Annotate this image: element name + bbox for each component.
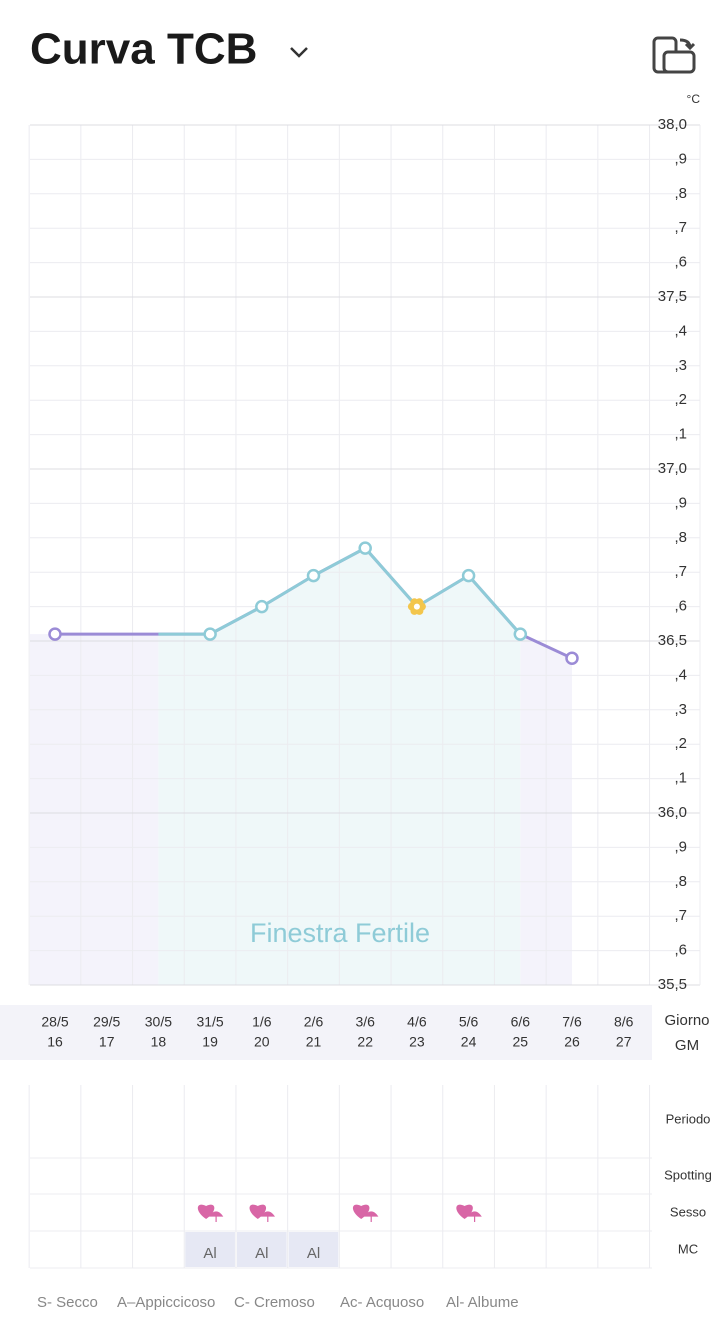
page-title: Curva TCB: [30, 25, 257, 74]
cycle-day-label: 17: [99, 1034, 115, 1050]
y-tick-label: 37,0: [658, 460, 687, 477]
mc-cell: [185, 1232, 235, 1267]
mc-cell: [236, 1232, 287, 1267]
data-point: [48, 627, 62, 641]
cycle-day-label: 19: [202, 1034, 218, 1050]
y-tick-label: ,8: [674, 185, 687, 202]
flower-center: [413, 603, 420, 610]
x-row-label: GM: [675, 1037, 699, 1054]
y-tick-label: 36,0: [658, 804, 687, 821]
cycle-day-label: 21: [306, 1034, 322, 1050]
data-point: [461, 568, 476, 583]
heart: [197, 1204, 215, 1219]
area-fill: [30, 634, 159, 985]
cycle-day-label: 18: [151, 1034, 167, 1050]
legend-item: Ac- Acquoso: [340, 1294, 424, 1311]
sesso-icon: [249, 1204, 276, 1222]
x-label-band: [0, 1005, 652, 1060]
y-tick-label: ,2: [674, 391, 687, 408]
data-point: [203, 627, 217, 641]
sesso-icon: [456, 1204, 482, 1222]
data-point: [306, 568, 321, 583]
cycle-day-label: 24: [461, 1034, 477, 1050]
cycle-day-label: 25: [513, 1034, 529, 1050]
mc-cell: [288, 1232, 339, 1267]
fertile-window-label: Finestra Fertile: [250, 918, 430, 948]
dropdown-chevron[interactable]: [290, 47, 308, 58]
data-point: [513, 627, 528, 641]
cycle-day-label: 27: [616, 1034, 632, 1050]
y-tick-label: ,6: [674, 942, 687, 959]
x-tick-label: 29/5: [93, 1014, 120, 1030]
sesso-icon: [352, 1204, 379, 1222]
legend-item: C- Cremoso: [234, 1294, 315, 1311]
umbrella: [260, 1211, 276, 1222]
x-tick-label: 2/6: [304, 1014, 324, 1030]
y-tick-label: ,7: [674, 907, 687, 924]
x-tick-label: 30/5: [145, 1014, 172, 1030]
x-tick-label: 3/6: [355, 1014, 375, 1030]
umbrella: [467, 1211, 482, 1222]
y-tick-label: 37,5: [658, 288, 687, 305]
y-tick-label: ,1: [674, 770, 687, 787]
rotate-button[interactable]: [652, 36, 696, 74]
data-point: [565, 651, 579, 665]
unit-label: °C: [687, 92, 701, 106]
mc-label: Al: [255, 1245, 268, 1262]
sesso-icon: [197, 1204, 224, 1222]
y-tick-label: 36,5: [658, 632, 687, 649]
track-row-label: Periodo: [666, 1111, 711, 1126]
legend-item: Al- Albume: [446, 1294, 519, 1311]
data-point: [255, 599, 269, 614]
y-tick-label: ,6: [674, 598, 687, 615]
y-tick-label: ,4: [674, 666, 687, 683]
x-tick-label: 6/6: [511, 1014, 531, 1030]
heart: [456, 1204, 473, 1219]
umbrella: [363, 1211, 379, 1222]
x-tick-label: 8/6: [614, 1014, 634, 1030]
mc-label: Al: [307, 1245, 320, 1262]
x-tick-label: 4/6: [407, 1014, 427, 1030]
y-tick-label: ,8: [674, 873, 687, 890]
y-tick-label: 35,5: [658, 976, 687, 993]
y-tick-label: ,3: [674, 701, 687, 718]
y-tick-label: ,4: [674, 322, 687, 339]
cycle-day-label: 23: [409, 1034, 425, 1050]
cycle-day-label: 20: [254, 1034, 270, 1050]
x-row-label: Giorno: [664, 1012, 709, 1029]
y-tick-label: ,7: [674, 219, 687, 236]
track-row-label: MC: [678, 1241, 698, 1256]
track-row-label: Sesso: [670, 1204, 706, 1219]
y-tick-label: ,8: [674, 529, 687, 546]
data-point: [358, 541, 372, 555]
y-tick-label: ,9: [674, 838, 687, 855]
x-tick-label: 28/5: [41, 1014, 68, 1030]
y-tick-label: ,9: [674, 494, 687, 511]
cycle-day-label: 22: [357, 1034, 373, 1050]
y-tick-label: ,3: [674, 357, 687, 374]
track-row-label: Spotting: [664, 1167, 712, 1182]
y-tick-label: ,2: [674, 735, 687, 752]
x-tick-label: 31/5: [196, 1014, 223, 1030]
heart: [352, 1204, 370, 1219]
y-tick-label: ,1: [674, 426, 687, 443]
x-tick-label: 5/6: [459, 1014, 479, 1030]
legend-item: A–Appiccicoso: [117, 1294, 215, 1311]
umbrella: [208, 1211, 224, 1222]
ovulation-point: [407, 598, 426, 615]
x-tick-label: 1/6: [252, 1014, 272, 1030]
y-tick-label: 38,0: [658, 116, 687, 133]
y-tick-label: ,6: [674, 254, 687, 271]
y-tick-label: ,7: [674, 563, 687, 580]
heart: [249, 1204, 267, 1219]
mc-label: Al: [203, 1245, 216, 1262]
y-tick-label: ,9: [674, 150, 687, 167]
x-tick-label: 7/6: [562, 1014, 582, 1030]
cycle-day-label: 16: [47, 1034, 63, 1050]
legend-item: S- Secco: [37, 1294, 98, 1311]
cycle-day-label: 26: [564, 1034, 580, 1050]
